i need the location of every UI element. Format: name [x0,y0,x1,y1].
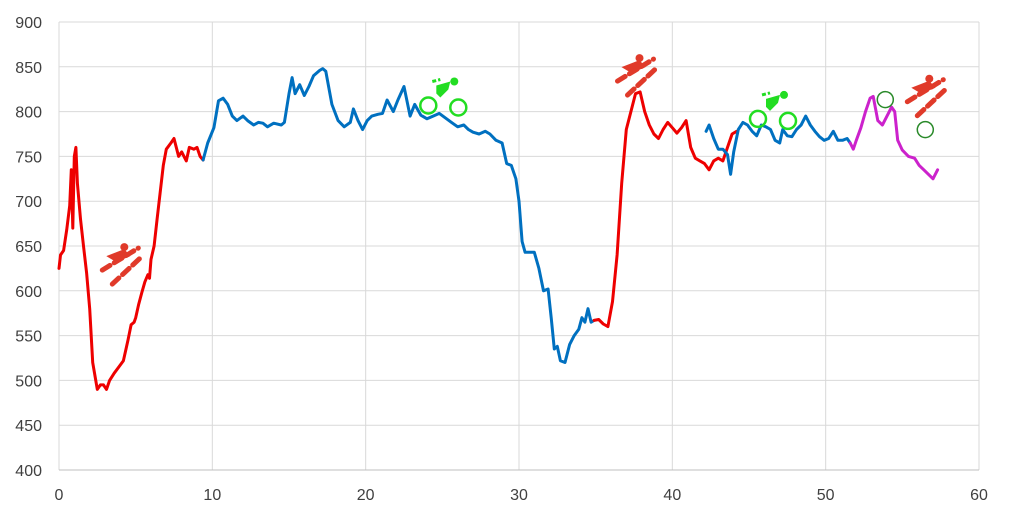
series-line-5 [848,94,940,181]
x-tick-label: 10 [203,487,221,504]
bike-wheel-front [916,120,935,139]
cyclist-icon [419,77,468,117]
runner-icon [615,54,660,98]
cyclist-head [450,77,459,86]
cyclist-outline-icon [876,90,935,139]
bike-wheel-front [778,111,798,131]
bike-wheel-front [449,98,468,117]
y-tick-label: 550 [15,329,42,346]
runner-torso [911,80,936,94]
activity-icons [99,54,950,287]
y-tick-label: 600 [15,284,42,301]
y-tick-label: 650 [15,239,42,256]
y-tick-label: 450 [15,418,42,435]
runner-head [925,74,934,83]
runner-motion-lines [904,77,950,119]
x-tick-label: 50 [817,487,835,504]
x-tick-label: 20 [357,487,375,504]
y-tick-label: 400 [15,463,42,480]
x-tick-label: 0 [55,487,64,504]
cyclist-body [766,94,780,111]
runner-head [120,243,129,252]
bike-wheel-back [419,96,438,115]
series-line-2 [201,67,596,364]
runner-icon [99,243,145,287]
cyclist-motion-line [761,91,771,97]
y-tick-label: 700 [15,194,42,211]
runner-head [635,54,644,63]
series-line-4 [704,114,852,176]
runner-motion-lines [615,56,660,98]
tick-labels: 400 450 500 550 600 650 700 750 800 850 900 0 10 20 30… [15,15,988,504]
runner-motion-lines [99,245,145,287]
y-tick-label: 900 [15,15,42,32]
cyclist-body [436,81,451,98]
y-tick-label: 750 [15,149,42,166]
series-lines [57,67,940,391]
cyclist-icon [748,90,798,131]
gridlines [58,21,980,470]
x-tick-label: 40 [663,487,681,504]
cyclist-motion-line [431,78,441,83]
x-tick-label: 60 [970,487,988,504]
x-tick-label: 30 [510,487,528,504]
runner-torso [106,249,131,263]
bike-wheel-back [748,109,768,129]
bike-wheel-back [876,90,895,109]
runner-icon [904,74,950,119]
runner-torso [621,60,646,74]
y-tick-label: 800 [15,105,42,122]
cyclist-head [780,90,788,99]
series-line-3 [592,90,739,329]
series-line-1 [57,137,205,391]
y-tick-label: 850 [15,60,42,77]
y-tick-label: 500 [15,373,42,390]
